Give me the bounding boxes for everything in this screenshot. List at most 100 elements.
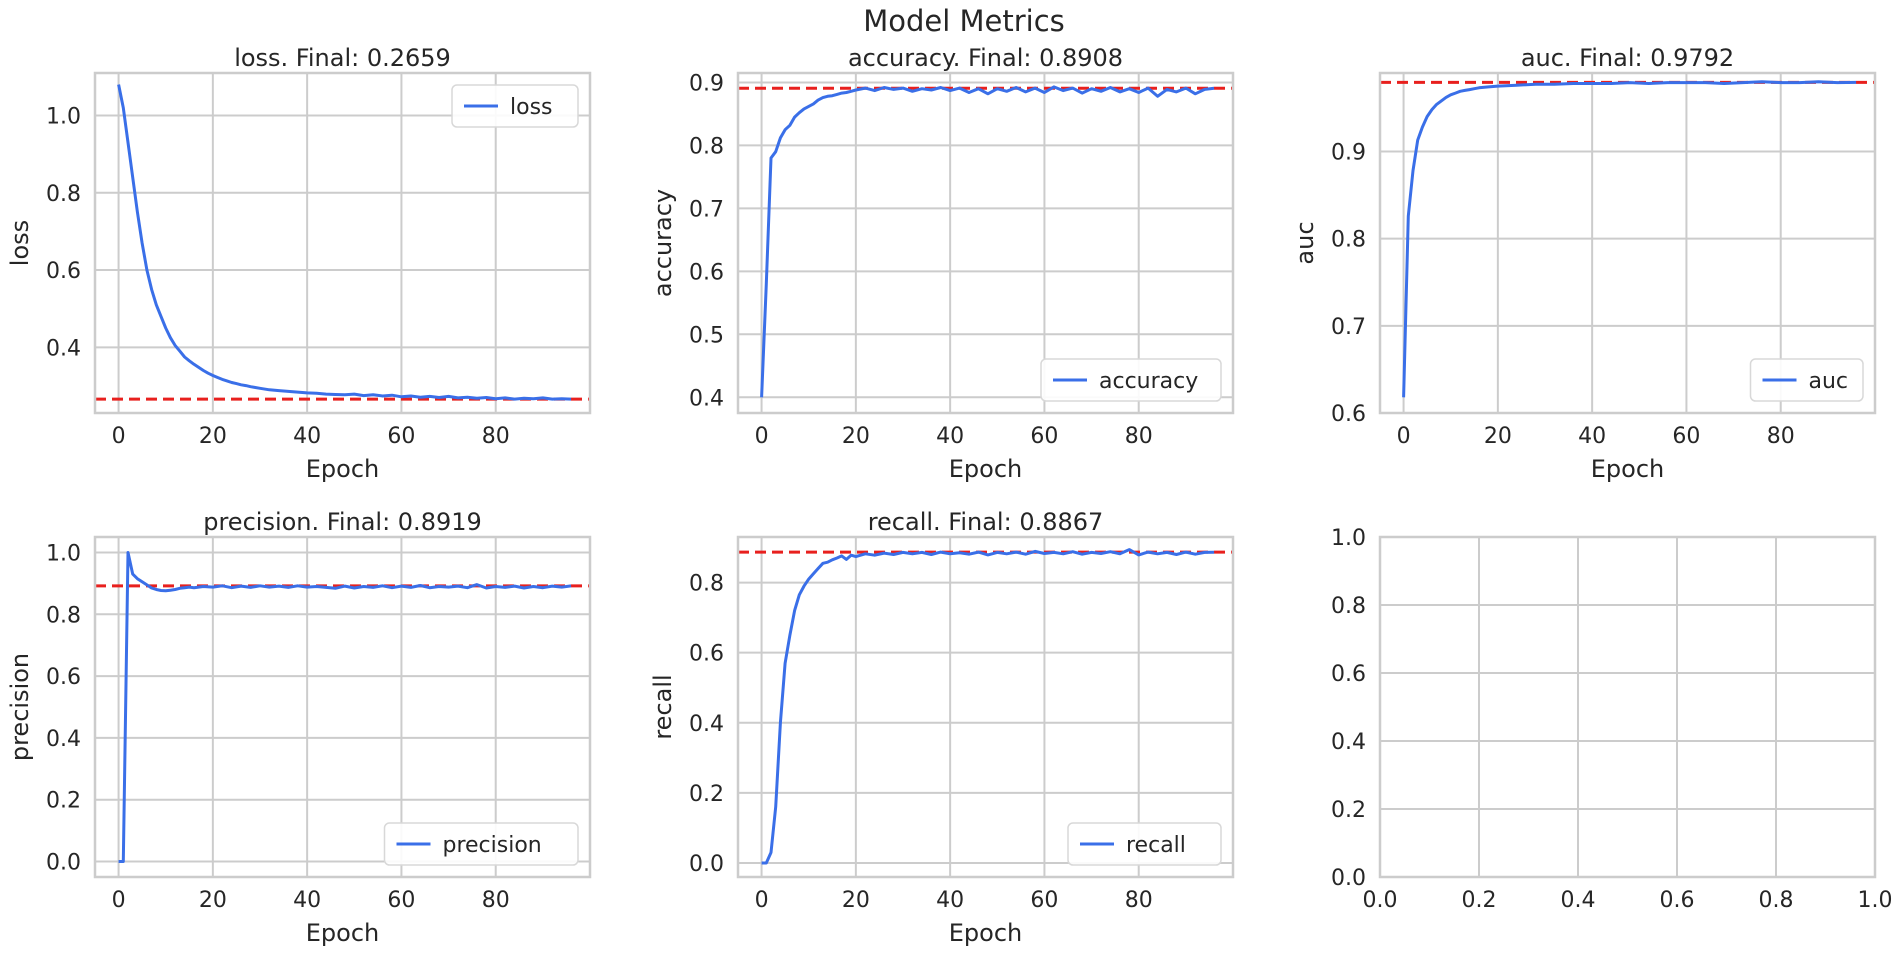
axes-frame: [93, 535, 592, 879]
x-tick-label: 0.8: [1759, 888, 1794, 913]
panel-loss: 0 20 40 60 80 0.4 0.6 0.8 1.0 loss. Final: 0.2659…: [6, 44, 592, 483]
y-tick-label: 0.0: [1331, 866, 1366, 891]
y-axis-label: loss: [6, 220, 34, 266]
plot-area: [1380, 73, 1875, 413]
x-tick-label: 60: [1672, 424, 1700, 449]
panel-title: loss. Final: 0.2659: [234, 44, 451, 72]
panel-title: accuracy. Final: 0.8908: [848, 44, 1123, 72]
plot-area: [95, 73, 590, 413]
x-axis-label: Epoch: [306, 455, 380, 483]
plot-area: [738, 537, 1233, 877]
legend: accuracy: [1040, 358, 1222, 402]
x-tick-label: 0: [1397, 424, 1411, 449]
panel-accuracy: 0 20 40 60 80 0.4 0.5 0.6 0.7 0.8 0.9 accuracy. Fin…: [649, 44, 1235, 483]
panel-title: precision. Final: 0.8919: [203, 508, 482, 536]
x-tick-label: 80: [1767, 424, 1795, 449]
panel-empty: 0.0 0.2 0.4 0.6 0.8 1.0 0.0 0.2 0.4 0.6 0.8 1.0: [1331, 526, 1893, 913]
x-tick-label: 0.2: [1462, 888, 1497, 913]
x-axis-label: Epoch: [949, 919, 1023, 947]
x-tick-label: 40: [293, 424, 321, 449]
legend-box: [451, 84, 579, 128]
series-line-auc: [1402, 80, 1857, 398]
legend-box: [383, 822, 579, 866]
x-tick-label: 0: [755, 888, 769, 913]
x-tick-label: 1.0: [1858, 888, 1893, 913]
y-tick-label: 1.0: [1331, 526, 1366, 551]
y-tick-label: 0.6: [1331, 662, 1366, 687]
panel-title: recall. Final: 0.8867: [868, 508, 1104, 536]
y-tick-label: 0.9: [689, 71, 724, 96]
x-tick-label: 60: [387, 424, 415, 449]
y-tick-label: 0.6: [1331, 402, 1366, 427]
axes-frame: [736, 535, 1235, 879]
x-tick-label: 40: [936, 424, 964, 449]
series-line-precision: [118, 551, 572, 863]
x-tick-label: 80: [1125, 888, 1153, 913]
y-tick-label: 1.0: [46, 541, 81, 566]
y-tick-label: 0.8: [1331, 594, 1366, 619]
x-axis-label: Epoch: [949, 455, 1023, 483]
legend-label: accuracy: [1099, 369, 1198, 394]
y-tick-label: 0.9: [1331, 140, 1366, 165]
y-tick-label: 0.4: [46, 336, 81, 361]
x-tick-label: 80: [1125, 424, 1153, 449]
y-tick-label: 0.6: [689, 642, 724, 667]
legend-label: precision: [443, 833, 542, 858]
plot-area: [738, 73, 1233, 413]
legend-label: auc: [1809, 369, 1849, 394]
y-tick-label: 0.4: [46, 727, 81, 752]
y-tick-label: 0.8: [1331, 228, 1366, 253]
x-tick-label: 0.6: [1660, 888, 1695, 913]
axes-frame: [93, 71, 592, 415]
y-tick-label: 0.4: [1331, 730, 1366, 755]
x-tick-label: 0: [755, 424, 769, 449]
y-axis-label: accuracy: [649, 189, 677, 297]
plot-area: [95, 537, 590, 877]
x-tick-label: 80: [482, 888, 510, 913]
axes-frame: [736, 71, 1235, 415]
x-tick-label: 60: [387, 888, 415, 913]
y-tick-label: 1.0: [46, 105, 81, 130]
legend-box: [1067, 822, 1222, 866]
plot-area: [1380, 537, 1875, 877]
x-tick-label: 0: [112, 888, 126, 913]
y-tick-label: 0.8: [46, 603, 81, 628]
y-tick-label: 0.2: [1331, 798, 1366, 823]
legend: recall: [1067, 822, 1222, 866]
y-tick-label: 0.7: [689, 197, 724, 222]
y-tick-label: 0.6: [46, 665, 81, 690]
x-axis-label: Epoch: [1591, 455, 1665, 483]
x-tick-label: 20: [199, 888, 227, 913]
y-axis-label: auc: [1291, 221, 1319, 264]
panel-title: auc. Final: 0.9792: [1521, 44, 1734, 72]
panel-auc: 0 20 40 60 80 0.6 0.7 0.8 0.9 auc. Final: 0.9792 E…: [1291, 44, 1877, 483]
legend: auc: [1749, 358, 1864, 402]
legend-box: [1040, 358, 1222, 402]
x-tick-label: 80: [482, 424, 510, 449]
axes-frame: [1378, 71, 1877, 415]
x-tick-label: 20: [199, 424, 227, 449]
x-tick-label: 20: [842, 888, 870, 913]
series-line-recall: [761, 548, 1215, 865]
y-tick-label: 0.0: [689, 852, 724, 877]
legend-box: [1749, 358, 1864, 402]
legend: precision: [383, 822, 579, 866]
x-tick-label: 40: [293, 888, 321, 913]
y-tick-label: 0.4: [689, 712, 724, 737]
x-tick-label: 20: [1484, 424, 1512, 449]
x-tick-label: 60: [1030, 888, 1058, 913]
x-axis-label: Epoch: [306, 919, 380, 947]
y-tick-label: 0.5: [689, 323, 724, 348]
y-tick-label: 0.6: [46, 259, 81, 284]
x-tick-label: 0: [112, 424, 126, 449]
y-tick-label: 0.8: [46, 182, 81, 207]
x-tick-label: 0.0: [1363, 888, 1398, 913]
y-tick-label: 0.2: [46, 789, 81, 814]
figure-suptitle: Model Metrics: [863, 4, 1065, 38]
panel-recall: 0 20 40 60 80 0.0 0.2 0.4 0.6 0.8 recall. Final: 0…: [649, 508, 1235, 947]
series-line-loss: [117, 84, 572, 401]
y-tick-label: 0.7: [1331, 315, 1366, 340]
y-axis-label: precision: [6, 653, 34, 761]
legend-label: recall: [1126, 833, 1186, 858]
